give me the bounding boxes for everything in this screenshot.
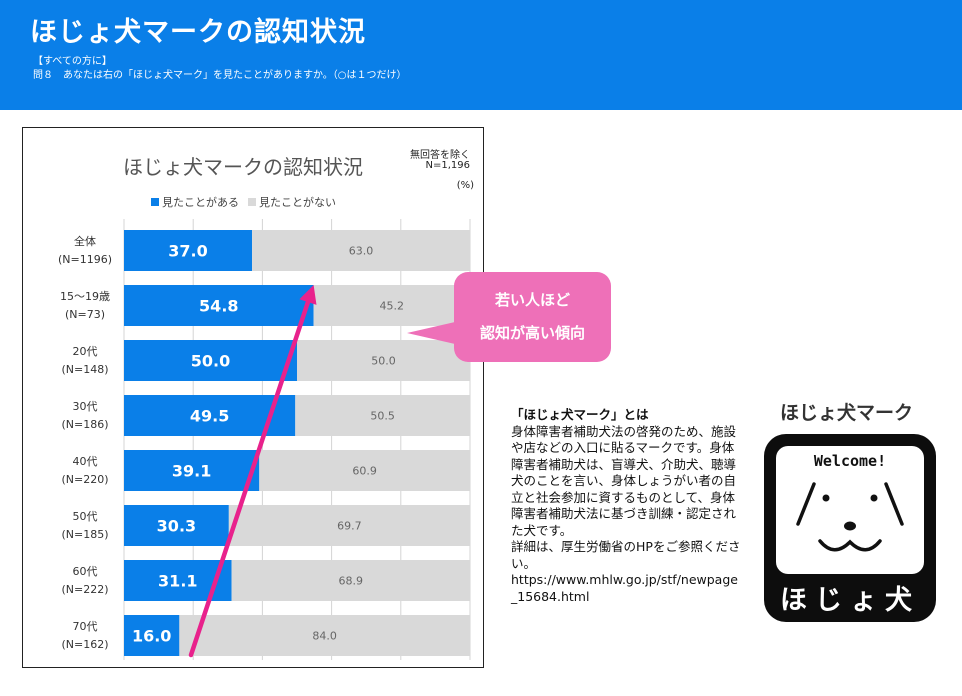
bar-not-seen xyxy=(297,340,470,381)
data-label-not-seen: 63.0 xyxy=(349,245,374,258)
mark-welcome-text: Welcome! xyxy=(813,452,887,470)
data-label-not-seen: 50.5 xyxy=(370,410,395,423)
chart-title: ほじょ犬マークの認知状況 xyxy=(123,155,363,179)
chart-note-exclusion: 無回答を除く xyxy=(410,150,470,161)
legend-item-not-seen: 見たことがない xyxy=(248,194,336,210)
category-sample-label: (N=186) xyxy=(61,418,108,431)
mark-name-text: ほじょ犬 xyxy=(780,585,920,616)
data-label-seen: 39.1 xyxy=(172,462,211,481)
callout-pointer xyxy=(407,322,455,344)
category-sample-label: (N=148) xyxy=(61,363,108,376)
info-url: https://www.mhlw.go.jp/stf/newpage_15684… xyxy=(511,572,738,604)
mark-title: ほじょ犬マーク xyxy=(780,402,914,424)
category-label: 30代 xyxy=(73,400,98,413)
data-label-not-seen: 69.7 xyxy=(337,520,362,533)
bar-seen xyxy=(124,340,297,381)
legend-label-not-seen: 見たことがない xyxy=(259,196,336,209)
data-label-seen: 50.0 xyxy=(191,352,230,371)
trend-arrow-line xyxy=(188,299,311,658)
bar-not-seen xyxy=(313,285,470,326)
header-banner: ほじょ犬マークの認知状況 【すべての方に】 問８ あなたは右の「ほじょ犬マーク」… xyxy=(0,0,962,110)
audience-label: 【すべての方に】 xyxy=(33,56,112,67)
category-sample-label: (N=73) xyxy=(65,308,105,321)
data-label-seen: 16.0 xyxy=(132,627,171,646)
category-label: 全体 xyxy=(74,234,96,248)
info-body: 身体障害者補助犬法の啓発のため、施設や店などの入口に貼るマークです。身体障害者補… xyxy=(511,423,737,538)
data-label-seen: 30.3 xyxy=(157,517,196,536)
legend-label-seen: 見たことがある xyxy=(162,196,239,209)
callout-box xyxy=(454,272,611,362)
chart-unit: (%) xyxy=(456,180,474,191)
trend-arrow-head xyxy=(299,285,317,305)
callout-text-2: 認知が高い傾向 xyxy=(479,324,585,342)
bar-seen xyxy=(124,505,229,546)
data-label-not-seen: 68.9 xyxy=(339,575,364,588)
page-title: ほじょ犬マークの認知状況 xyxy=(30,17,366,48)
category-sample-label: (N=220) xyxy=(61,473,108,486)
legend-swatch-not-seen xyxy=(248,198,256,206)
bar-not-seen xyxy=(252,230,470,271)
category-sample-label: (N=162) xyxy=(61,638,108,651)
hojo-dog-face-icon xyxy=(796,482,904,552)
data-label-seen: 37.0 xyxy=(168,242,207,261)
bar-not-seen xyxy=(295,395,470,436)
category-label: 70代 xyxy=(73,620,98,633)
data-label-seen: 49.5 xyxy=(190,407,229,426)
data-label-not-seen: 60.9 xyxy=(352,465,377,478)
callout-text-1: 若い人ほど xyxy=(494,291,570,309)
bar-not-seen xyxy=(231,560,470,601)
data-label-seen: 31.1 xyxy=(158,572,197,591)
category-label: 50代 xyxy=(73,510,98,523)
info-detail: 詳細は、厚生労働省のHPをご参照ください。 xyxy=(511,539,741,571)
bar-not-seen xyxy=(228,505,470,546)
bar-seen xyxy=(124,615,180,656)
category-label: 20代 xyxy=(73,345,98,358)
category-label: 40代 xyxy=(73,455,98,468)
bar-seen xyxy=(124,285,314,326)
legend-swatch-seen xyxy=(151,198,159,206)
bar-seen xyxy=(124,230,253,271)
category-label: 15～19歳 xyxy=(60,290,110,303)
bar-not-seen xyxy=(259,450,470,491)
bar-seen xyxy=(124,450,260,491)
data-label-not-seen: 50.0 xyxy=(371,355,396,368)
data-label-seen: 54.8 xyxy=(199,297,238,316)
category-sample-label: (N=1196) xyxy=(58,253,112,266)
category-sample-label: (N=185) xyxy=(61,528,108,541)
info-panel: 「ほじょ犬マーク」とは 身体障害者補助犬法の啓発のため、施設や店などの入口に貼る… xyxy=(511,407,743,605)
info-heading: 「ほじょ犬マーク」とは xyxy=(511,407,649,422)
mark-inner-panel xyxy=(776,446,924,574)
data-label-not-seen: 45.2 xyxy=(380,300,405,313)
category-sample-label: (N=222) xyxy=(61,583,108,596)
data-label-not-seen: 84.0 xyxy=(312,630,337,643)
chart-note-total: N=1,196 xyxy=(425,160,471,171)
legend-item-seen: 見たことがある xyxy=(151,194,239,210)
question-text: 問８ あなたは右の「ほじょ犬マーク」を見たことがありますか。（○は１つだけ） xyxy=(33,70,407,81)
category-label: 60代 xyxy=(73,565,98,578)
bar-not-seen xyxy=(179,615,471,656)
